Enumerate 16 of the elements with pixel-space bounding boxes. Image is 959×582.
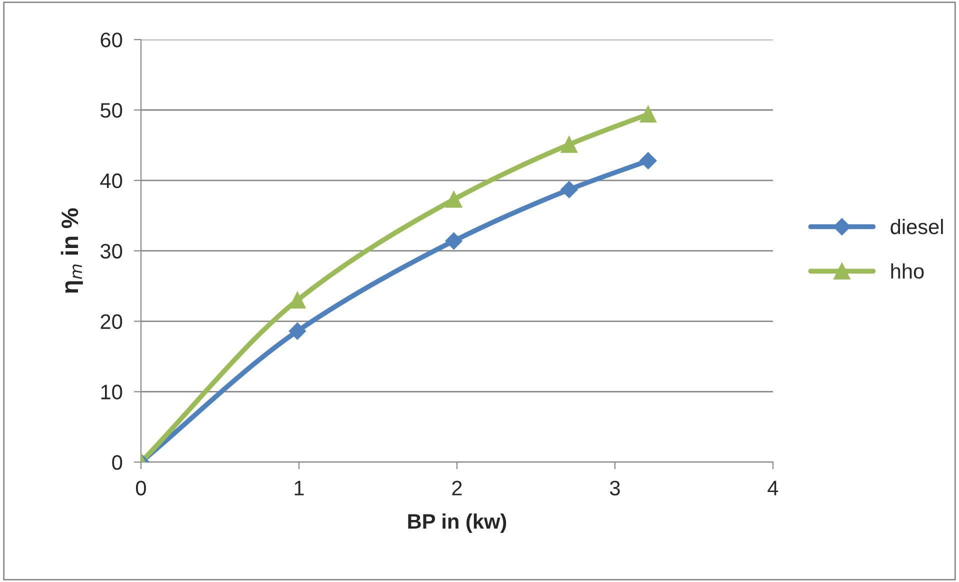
legend-label: hho [891,263,924,279]
y-tick-label: 50 [100,103,122,118]
x-tick-label: 2 [452,480,462,496]
x-tick-label: 1 [294,480,304,496]
y-tick-label: 40 [100,173,122,188]
y-tick-label: 20 [100,314,122,330]
x-tick-label: 4 [768,480,778,496]
x-tick-label: 3 [610,480,620,496]
x-axis-title: BP in (kw) [408,513,506,533]
y-tick-label: 30 [100,244,122,259]
y-tick-label: 60 [100,32,122,48]
y-axis-title: η$_{m}$ in % [60,208,83,293]
y-tick-label: 0 [112,455,122,470]
legend-label: diesel [890,218,943,234]
y-tick-label: 10 [101,384,122,400]
x-tick-label: 0 [136,480,146,496]
